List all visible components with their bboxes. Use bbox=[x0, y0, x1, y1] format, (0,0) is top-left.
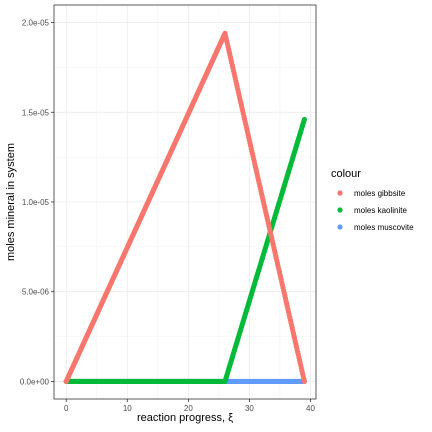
chart-marks bbox=[63, 30, 307, 385]
legend-item: moles gibbsite bbox=[337, 189, 406, 198]
legend-item: moles muscovite bbox=[337, 223, 414, 232]
x-axis-title: reaction progress, ξ bbox=[137, 412, 233, 424]
x-tick-label: 10 bbox=[123, 404, 132, 413]
y-tick-label: 1.5e-05 bbox=[22, 108, 50, 117]
y-axis-title: moles mineral in system bbox=[5, 143, 17, 261]
legend-label: moles gibbsite bbox=[354, 189, 406, 198]
x-tick-label: 20 bbox=[184, 404, 193, 413]
legend: colour moles gibbsite moles kaolinite mole… bbox=[331, 168, 414, 232]
legend-label: moles muscovite bbox=[354, 223, 414, 232]
data-point bbox=[301, 116, 307, 123]
x-axis: 0 10 20 30 40 bbox=[64, 399, 315, 413]
x-tick-label: 30 bbox=[245, 404, 254, 413]
x-tick-label: 0 bbox=[64, 404, 69, 413]
y-axis: 0.0e+00 5.0e-06 1.0e-05 1.5e-05 2.0e-05 bbox=[20, 19, 54, 386]
legend-key bbox=[337, 190, 343, 196]
data-point bbox=[301, 378, 307, 385]
y-tick-label: 5.0e-06 bbox=[22, 288, 50, 297]
y-tick-label: 0.0e+00 bbox=[20, 377, 50, 386]
legend-key bbox=[337, 224, 343, 230]
y-tick-label: 2.0e-05 bbox=[22, 19, 50, 28]
y-tick-label: 1.0e-05 bbox=[22, 198, 50, 207]
series-moles-kaolinite bbox=[63, 116, 307, 385]
legend-item: moles kaolinite bbox=[337, 206, 407, 215]
series-moles-gibbsite bbox=[63, 30, 307, 385]
legend-title: colour bbox=[331, 168, 361, 180]
x-tick-label: 40 bbox=[306, 404, 315, 413]
legend-label: moles kaolinite bbox=[354, 206, 407, 215]
legend-key bbox=[337, 207, 343, 213]
